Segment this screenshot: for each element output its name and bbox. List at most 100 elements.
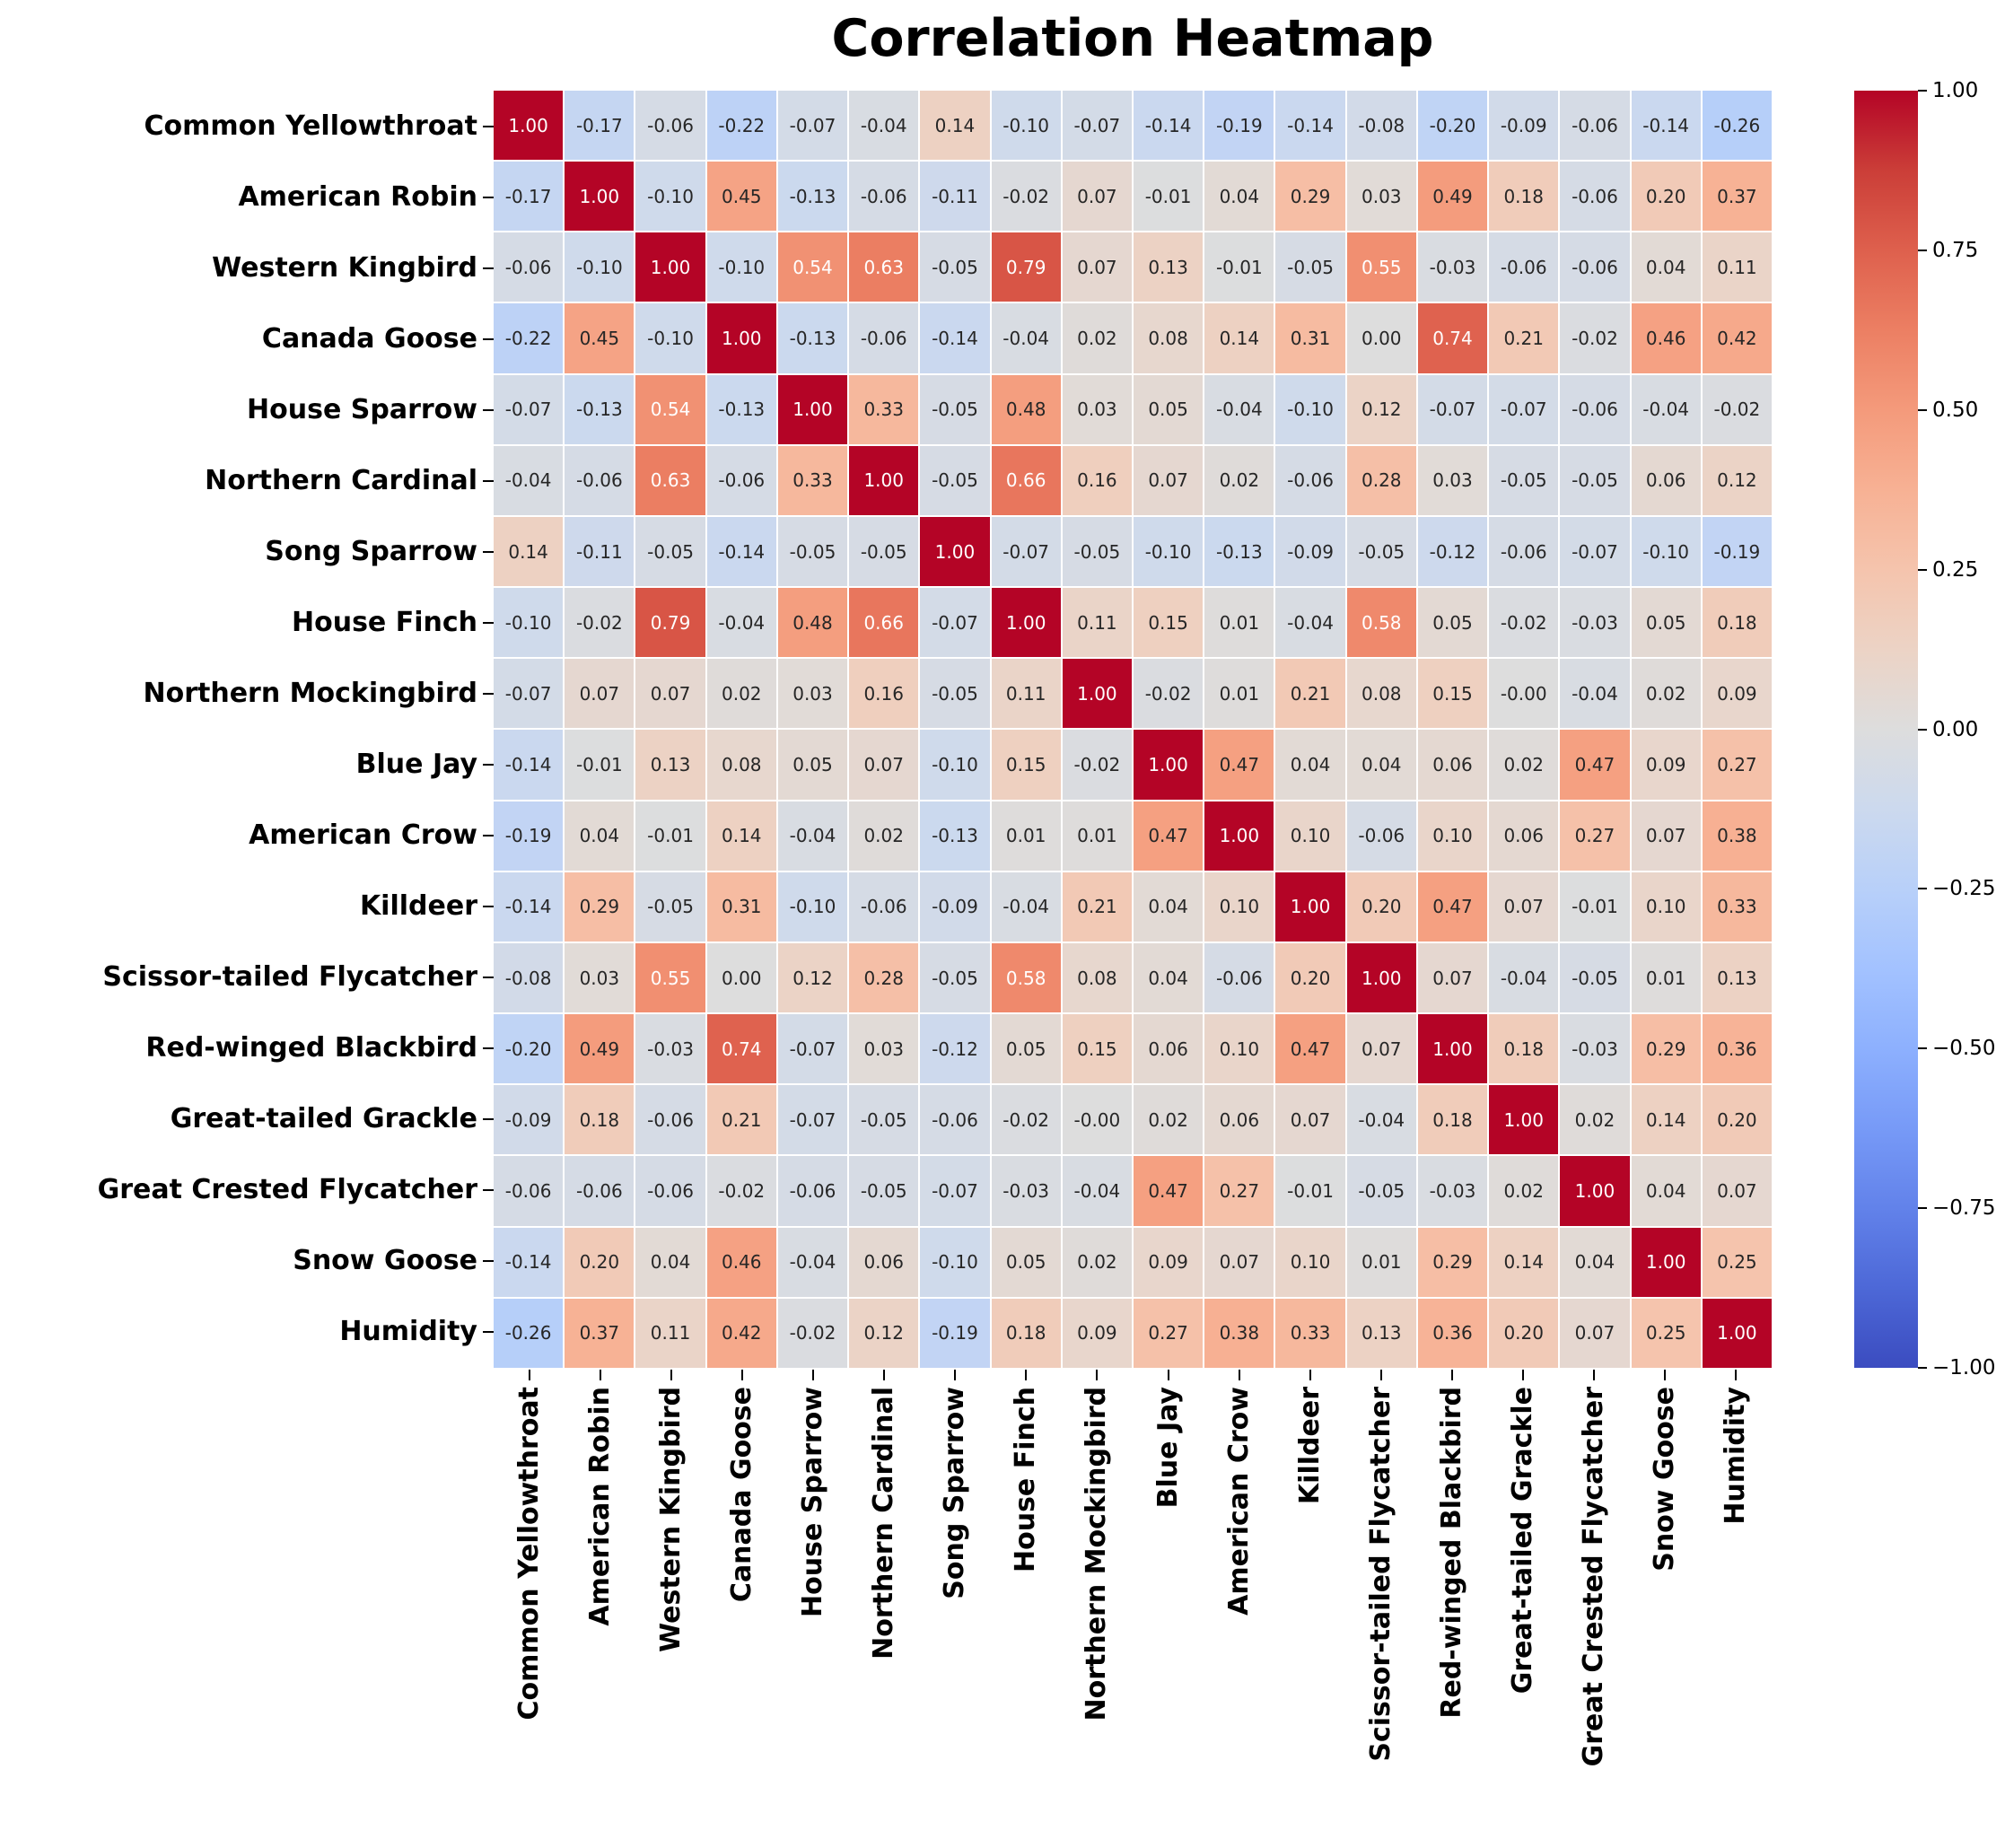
heatmap-cell: -0.06 — [1560, 91, 1630, 161]
heatmap-cell: 0.02 — [1062, 303, 1132, 373]
colorbar-tick — [1918, 728, 1927, 731]
heatmap-cell: -0.05 — [920, 942, 990, 1013]
heatmap-cell: 0.02 — [1489, 1156, 1559, 1226]
y-tick — [483, 337, 494, 340]
heatmap-cell: 0.12 — [849, 1298, 919, 1368]
heatmap-cell: 0.45 — [706, 162, 776, 232]
heatmap-cell: 0.20 — [1631, 162, 1701, 232]
heatmap-cell: 0.13 — [1133, 232, 1204, 302]
heatmap-cell: 0.04 — [1204, 162, 1274, 232]
heatmap-cell: -0.05 — [1346, 1156, 1416, 1226]
heatmap-cell: 0.14 — [1204, 303, 1274, 373]
heatmap-cell: 0.10 — [1204, 871, 1274, 942]
heatmap-grid: 1.00 -0.17 -0.06 -0.22 -0.07 -0.04 0.14 -0.10 -0… — [494, 91, 1772, 1368]
heatmap-cell: -0.02 — [1560, 303, 1630, 373]
heatmap-cell: -0.13 — [565, 374, 635, 444]
colorbar-tick — [1918, 568, 1927, 571]
heatmap-cell: 0.02 — [1631, 659, 1701, 729]
heatmap-cell: -0.06 — [565, 1156, 635, 1226]
heatmap-cell: 0.04 — [565, 801, 635, 871]
heatmap-cell: -0.04 — [1062, 1156, 1132, 1226]
x-tick — [883, 1370, 886, 1380]
heatmap-cell: 1.00 — [1275, 871, 1345, 942]
x-tick — [1451, 1370, 1453, 1380]
heatmap-cell: 0.06 — [849, 1227, 919, 1297]
heatmap-cell: 0.54 — [635, 374, 705, 444]
x-tick — [1167, 1370, 1169, 1380]
heatmap-cell: -0.10 — [920, 1227, 990, 1297]
heatmap-cell: -0.04 — [1346, 1085, 1416, 1155]
heatmap-cell: 0.06 — [1631, 445, 1701, 515]
heatmap-cell: -0.07 — [1417, 374, 1488, 444]
heatmap-cell: -0.07 — [1560, 516, 1630, 587]
heatmap-cell: -0.19 — [1702, 516, 1772, 587]
heatmap-cell: 0.18 — [1489, 162, 1559, 232]
y-tick — [483, 1331, 494, 1334]
heatmap-cell: 0.28 — [1346, 445, 1416, 515]
heatmap-cell: -0.13 — [777, 303, 848, 373]
colorbar-tick-label: 0.25 — [1932, 557, 1979, 582]
x-tick-label: American Robin — [583, 1387, 616, 1626]
heatmap-cell: 0.06 — [1417, 730, 1488, 800]
heatmap-cell: -0.05 — [849, 1156, 919, 1226]
heatmap-cell: 0.07 — [1702, 1156, 1772, 1226]
heatmap-cell: -0.10 — [494, 588, 564, 658]
heatmap-cell: 0.03 — [849, 1014, 919, 1084]
colorbar-tick — [1918, 90, 1927, 92]
heatmap-cell: -0.04 — [706, 588, 776, 658]
heatmap-cell: 0.58 — [1346, 588, 1416, 658]
heatmap-cell: -0.10 — [1275, 374, 1345, 444]
heatmap-cell: 0.33 — [849, 374, 919, 444]
heatmap-cell: 0.03 — [1417, 445, 1488, 515]
heatmap-cell: 1.00 — [849, 445, 919, 515]
y-tick — [483, 764, 494, 766]
heatmap-cell: 0.01 — [1346, 1227, 1416, 1297]
heatmap-cell: -0.17 — [494, 162, 564, 232]
heatmap-cell: -0.05 — [1275, 232, 1345, 302]
heatmap-cell: -0.10 — [1631, 516, 1701, 587]
y-tick — [483, 1118, 494, 1121]
heatmap-cell: 0.02 — [1489, 730, 1559, 800]
colorbar-tick-label: −0.50 — [1932, 1037, 1996, 1061]
heatmap-cell: 0.02 — [1560, 1085, 1630, 1155]
y-tick — [483, 267, 494, 269]
x-tick — [1096, 1370, 1099, 1380]
heatmap-cell: 0.21 — [1275, 659, 1345, 729]
heatmap-cell: -0.13 — [706, 374, 776, 444]
heatmap-cell: 0.07 — [1204, 1227, 1274, 1297]
heatmap-cell: -0.02 — [991, 162, 1061, 232]
heatmap-cell: -0.13 — [1204, 516, 1274, 587]
x-tick-label: Song Sparrow — [939, 1387, 971, 1599]
x-tick — [1522, 1370, 1525, 1380]
colorbar-tick-label: −0.75 — [1932, 1196, 1996, 1221]
heatmap-cell: 0.07 — [1275, 1085, 1345, 1155]
heatmap-cell: 0.01 — [1204, 588, 1274, 658]
y-tick — [483, 1047, 494, 1050]
heatmap-cell: -0.12 — [920, 1014, 990, 1084]
heatmap-cell: 0.06 — [1489, 801, 1559, 871]
heatmap-cell: 0.27 — [1204, 1156, 1274, 1226]
heatmap-cell: 1.00 — [1062, 659, 1132, 729]
heatmap-cell: -0.02 — [777, 1298, 848, 1368]
x-tick — [1309, 1370, 1311, 1380]
heatmap-cell: 0.36 — [1417, 1298, 1488, 1368]
heatmap-cell: -0.07 — [920, 1156, 990, 1226]
heatmap-cell: -0.14 — [494, 1227, 564, 1297]
heatmap-cell: -0.07 — [991, 516, 1061, 587]
heatmap-cell: 0.02 — [706, 659, 776, 729]
y-tick — [483, 835, 494, 837]
heatmap-cell: 0.04 — [1133, 871, 1204, 942]
x-tick-label: Western Kingbird — [654, 1387, 687, 1652]
heatmap-cell: -0.05 — [920, 445, 990, 515]
heatmap-cell: -0.02 — [706, 1156, 776, 1226]
heatmap-cell: 0.45 — [565, 303, 635, 373]
colorbar-tick — [1918, 1367, 1927, 1369]
heatmap-cell: -0.14 — [1631, 91, 1701, 161]
heatmap-cell: 0.06 — [1133, 1014, 1204, 1084]
heatmap-cell: -0.17 — [565, 91, 635, 161]
heatmap-cell: 1.00 — [991, 588, 1061, 658]
heatmap-cell: 0.46 — [706, 1227, 776, 1297]
heatmap-cell: 0.05 — [991, 1227, 1061, 1297]
heatmap-cell: -0.06 — [849, 162, 919, 232]
heatmap-cell: 0.47 — [1417, 871, 1488, 942]
